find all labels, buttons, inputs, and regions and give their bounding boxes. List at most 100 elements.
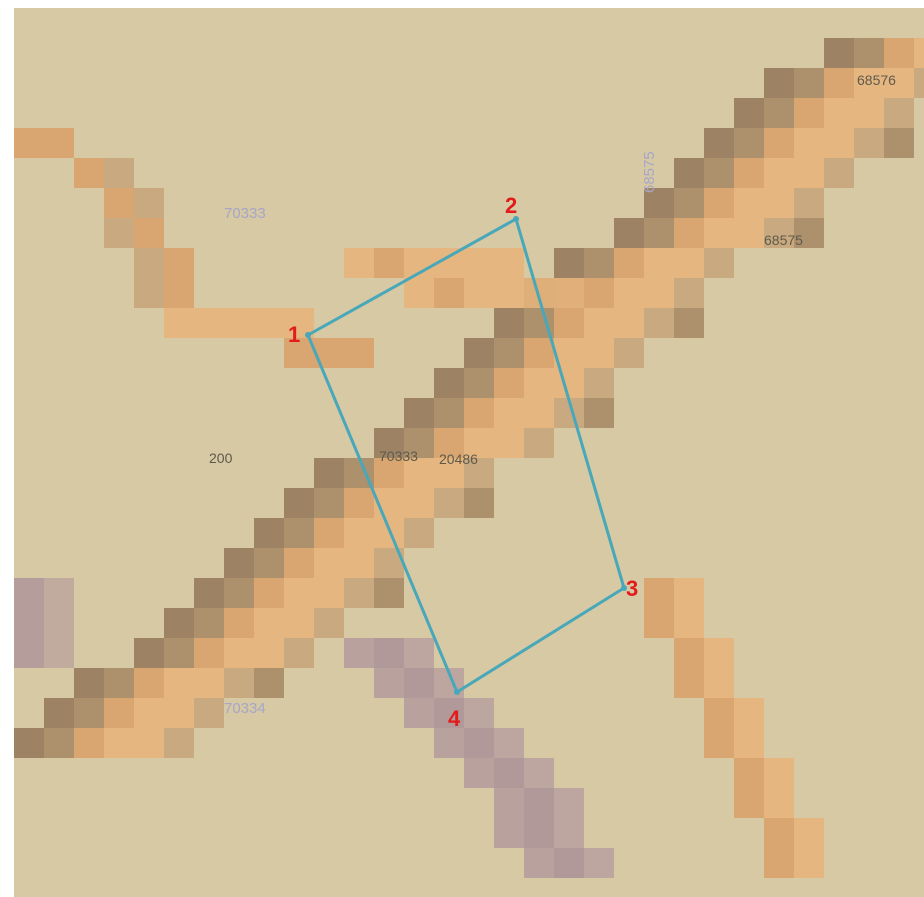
map-tile-215	[494, 728, 524, 758]
map-tile-185	[674, 578, 704, 608]
map-tile-154	[74, 158, 104, 188]
vertex-label-4: 4	[448, 706, 461, 731]
map-tile-105	[344, 518, 374, 548]
map-tile-97	[344, 488, 374, 518]
map-tile-205	[374, 638, 404, 668]
map-tile-129	[194, 638, 224, 668]
map-tile-0	[824, 38, 854, 68]
map-tile-142	[104, 698, 134, 728]
map-tile-75	[584, 368, 614, 398]
map-tile-63	[674, 308, 704, 338]
map-tile-65	[494, 338, 524, 368]
map-tile-149	[104, 728, 134, 758]
map-tile-132	[284, 638, 314, 668]
map-tile-3	[914, 38, 924, 68]
map-tile-147	[44, 728, 74, 758]
map-tile-127	[134, 638, 164, 668]
map-tile-171	[344, 338, 374, 368]
map-tile-206	[404, 638, 434, 668]
map-tile-42	[734, 218, 764, 248]
map-tile-225	[524, 848, 554, 878]
map-tile-59	[554, 308, 584, 338]
map-tile-196	[734, 758, 764, 788]
map-tile-159	[134, 218, 164, 248]
map-tile-156	[104, 188, 134, 218]
map-tile-30	[794, 158, 824, 188]
map-tile-17	[854, 98, 884, 128]
map-tile-172	[344, 248, 374, 278]
map-tile-19	[704, 128, 734, 158]
parcel-label-70333: 70333	[379, 448, 418, 464]
map-tile-29	[764, 158, 794, 188]
map-tile-157	[134, 188, 164, 218]
map-tile-92	[404, 458, 434, 488]
map-tile-124	[254, 608, 284, 638]
map-tile-41	[704, 218, 734, 248]
map-tile-25	[884, 128, 914, 158]
map-tile-150	[134, 728, 164, 758]
map-tile-207	[374, 668, 404, 698]
pixel-tiles	[14, 38, 924, 878]
map-tile-1	[854, 38, 884, 68]
map-tile-22	[794, 128, 824, 158]
map-tile-46	[584, 248, 614, 278]
map-tile-37	[794, 188, 824, 218]
map-tile-55	[644, 278, 674, 308]
map-tile-66	[524, 338, 554, 368]
map-tile-110	[284, 548, 314, 578]
map-tile-87	[494, 428, 524, 458]
parcel-labels: 68576 68575 70333 20486 200	[209, 72, 896, 467]
map-tile-13	[734, 98, 764, 128]
map-tile-162	[134, 278, 164, 308]
map-tile-233	[44, 638, 74, 668]
map-tile-198	[734, 788, 764, 818]
map-tile-191	[704, 668, 734, 698]
vertex-marker-2[interactable]	[513, 216, 519, 222]
map-tile-231	[44, 608, 74, 638]
map-tile-122	[194, 608, 224, 638]
map-tile-26	[674, 158, 704, 188]
map-tile-218	[524, 758, 554, 788]
map-tile-197	[764, 758, 794, 788]
map-tile-216	[464, 758, 494, 788]
map-tile-68	[584, 338, 614, 368]
vertex-marker-1[interactable]	[305, 332, 311, 338]
map-tile-84	[404, 428, 434, 458]
map-tile-112	[344, 548, 374, 578]
map-tile-96	[314, 488, 344, 518]
map-tile-62	[644, 308, 674, 338]
map-tile-176	[464, 248, 494, 278]
map-tile-60	[584, 308, 614, 338]
vertex-marker-3[interactable]	[621, 585, 627, 591]
map-tile-145	[194, 698, 224, 728]
map-tile-47	[614, 248, 644, 278]
map-tile-165	[194, 308, 224, 338]
map-tile-160	[134, 248, 164, 278]
map-tile-229	[44, 578, 74, 608]
map-tile-93	[434, 458, 464, 488]
map-tile-195	[734, 728, 764, 758]
map-tile-20	[734, 128, 764, 158]
map-tile-173	[374, 248, 404, 278]
vertex-label-3: 3	[626, 576, 638, 601]
vertex-marker-4[interactable]	[454, 689, 460, 695]
vertex-label-2: 2	[505, 193, 517, 218]
map-tile-107	[404, 518, 434, 548]
map-tile-53	[584, 278, 614, 308]
map-tile-152	[14, 128, 44, 158]
map-tile-21	[764, 128, 794, 158]
map-tile-190	[674, 668, 704, 698]
ghost-label-1: 68575	[641, 151, 658, 193]
map-tile-85	[434, 428, 464, 458]
map-tile-121	[164, 608, 194, 638]
map-tile-61	[614, 308, 644, 338]
map-tile-187	[674, 608, 704, 638]
ghost-label-2: 70334	[224, 700, 266, 717]
map-tile-223	[524, 818, 554, 848]
map-tile-32	[644, 188, 674, 218]
map-tile-212	[464, 698, 494, 728]
boundary-vertices: 1 2 3 4	[288, 193, 638, 731]
map-tile-213	[434, 728, 464, 758]
map-tile-69	[614, 338, 644, 368]
